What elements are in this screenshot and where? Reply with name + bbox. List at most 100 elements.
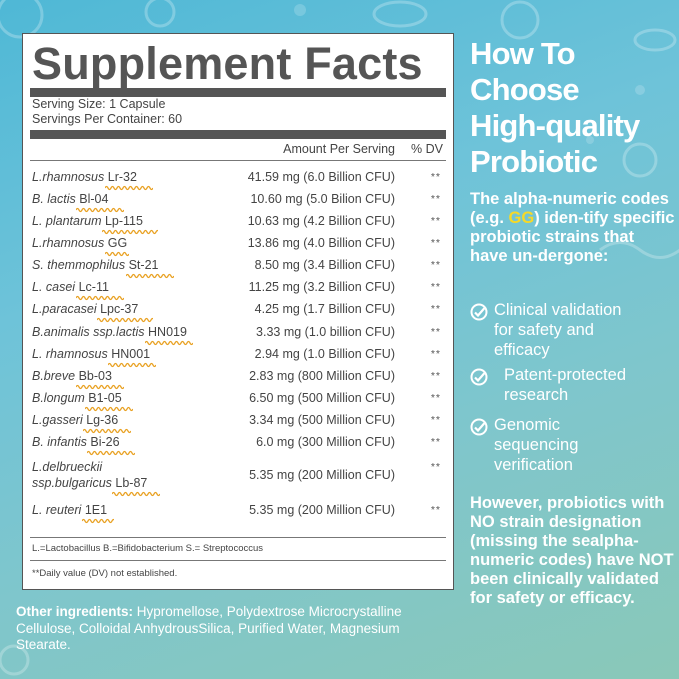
other-ingredients: Other ingredients: Hypromellose, Polydex… bbox=[16, 604, 456, 654]
species-name: L. reuteri bbox=[32, 503, 82, 517]
highlight-code: GG bbox=[508, 209, 535, 227]
species-name: L. casei bbox=[32, 280, 76, 294]
servings-per-container: Servings Per Container: 60 bbox=[32, 112, 183, 126]
sidebar-intro: The alpha-numeric codes (e.g. GG) iden-t… bbox=[470, 190, 675, 266]
amount-per-serving: 6.0 mg (300 Million CFU) bbox=[256, 435, 395, 449]
species-name: B. lactis bbox=[32, 192, 76, 206]
squiggle-underline bbox=[112, 491, 161, 497]
amount-per-serving: 3.33 mg (1.0 billion CFU) bbox=[256, 325, 395, 339]
daily-value: ** bbox=[430, 436, 441, 448]
daily-value: ** bbox=[430, 281, 441, 293]
daily-value: ** bbox=[430, 193, 441, 205]
strain-name: L.delbrueckii ssp.bulgaricus Lb-87 bbox=[32, 459, 161, 497]
strain-code-text: Bl-04 bbox=[79, 192, 109, 206]
squiggle-underline bbox=[108, 362, 157, 368]
squiggle-underline bbox=[75, 384, 124, 390]
strain-code: Lc-11 bbox=[75, 279, 124, 301]
squiggle-underline bbox=[125, 273, 174, 279]
check-text: sequencing bbox=[494, 436, 579, 454]
species-name: B.breve bbox=[32, 369, 76, 383]
strain-name: B. lactis Bl-04 bbox=[32, 191, 125, 213]
strain-code-text: Bi-26 bbox=[90, 435, 120, 449]
other-ingredients-label: Other ingredients: bbox=[16, 604, 134, 619]
species-name: S. themmophilus bbox=[32, 258, 126, 272]
thin-divider bbox=[30, 160, 446, 161]
daily-value: ** bbox=[430, 237, 441, 249]
sidebar: How To Choose High-quality Probiotic The… bbox=[470, 36, 675, 607]
strain-code: Bl-04 bbox=[76, 191, 125, 213]
thin-divider bbox=[30, 537, 446, 538]
strain-code-text: GG bbox=[107, 236, 128, 250]
strain-code-text: Bb-03 bbox=[78, 369, 112, 383]
squiggle-underline bbox=[75, 295, 124, 301]
check-text: efficacy bbox=[494, 341, 550, 359]
strain-code: Bi-26 bbox=[87, 434, 136, 456]
strain-code: HN019 bbox=[145, 324, 194, 346]
species-name: B.longum bbox=[32, 391, 85, 405]
strain-name: L. plantarum Lp-115 bbox=[32, 213, 158, 235]
squiggle-underline bbox=[81, 518, 114, 524]
strain-name: S. themmophilus St-21 bbox=[32, 257, 174, 279]
strain-name: B.animalis ssp.lactis HN019 bbox=[32, 324, 194, 346]
species-name: L.delbrueckii bbox=[32, 460, 103, 474]
strain-name: L. rhamnosus HN001 bbox=[32, 346, 157, 368]
amount-per-serving: 4.25 mg (1.7 Billion CFU) bbox=[254, 302, 395, 316]
squiggle-underline bbox=[104, 251, 129, 257]
strain-code-text: Lpc-37 bbox=[100, 302, 139, 316]
check-text: Patent-protected bbox=[504, 366, 626, 384]
sidebar-title-line: High-quality bbox=[470, 108, 640, 143]
strain-name: B.longum B1-05 bbox=[32, 390, 134, 412]
strain-code: 1E1 bbox=[81, 502, 114, 524]
check-circle-icon bbox=[470, 303, 488, 321]
strain-name: B.breve Bb-03 bbox=[32, 368, 124, 390]
species-name: L. plantarum bbox=[32, 214, 102, 228]
daily-value: ** bbox=[430, 303, 441, 315]
sidebar-conclusion: However, probiotics with NO strain desig… bbox=[470, 494, 674, 607]
daily-value: ** bbox=[430, 326, 441, 338]
squiggle-underline bbox=[145, 340, 194, 346]
squiggle-underline bbox=[97, 317, 154, 323]
intro-text: The alpha-numeric codes (e.g. bbox=[470, 190, 669, 227]
amount-per-serving: 2.94 mg (1.0 Billion CFU) bbox=[254, 347, 395, 361]
strain-code: Lr-32 bbox=[104, 169, 153, 191]
strain-code: Lg-36 bbox=[83, 412, 132, 434]
amount-per-serving: 10.60 mg (5.0 Bilion CFU) bbox=[250, 192, 395, 206]
amount-per-serving: 2.83 mg (800 Million CFU) bbox=[249, 369, 395, 383]
squiggle-underline bbox=[104, 185, 153, 191]
amount-per-serving: 8.50 mg (3.4 Billion CFU) bbox=[254, 258, 395, 272]
strain-code-text: Lr-32 bbox=[107, 170, 137, 184]
sidebar-title-line: Probiotic bbox=[470, 144, 598, 179]
species-name: L.gasseri bbox=[32, 413, 83, 427]
thick-divider bbox=[30, 130, 446, 139]
strain-code: Lb-87 bbox=[112, 475, 161, 497]
daily-value: ** bbox=[430, 370, 441, 382]
amount-per-serving: 6.50 mg (500 Million CFU) bbox=[249, 391, 395, 405]
check-text: research bbox=[504, 386, 569, 404]
supplement-facts-panel: Supplement Facts Serving Size: 1 Capsule… bbox=[22, 33, 454, 590]
check-text: verification bbox=[494, 456, 573, 474]
strain-code-text: Lc-11 bbox=[78, 280, 109, 294]
squiggle-underline bbox=[87, 450, 136, 456]
strain-name: L.rhamnosus GG bbox=[32, 235, 129, 257]
species-name: B. infantis bbox=[32, 435, 87, 449]
daily-value: ** bbox=[430, 215, 441, 227]
strain-code-text: HN001 bbox=[111, 347, 151, 361]
strain-code: Lp-115 bbox=[101, 213, 158, 235]
sidebar-title: How To Choose High-quality Probiotic bbox=[470, 36, 675, 180]
dv-footnote: **Daily value (DV) not established. bbox=[32, 568, 178, 579]
daily-value: ** bbox=[430, 171, 441, 183]
squiggle-underline bbox=[85, 406, 134, 412]
strain-code: St-21 bbox=[125, 257, 174, 279]
amount-per-serving: 5.35 mg (200 Million CFU) bbox=[249, 503, 395, 517]
species-name: L.rhamnosus bbox=[32, 170, 105, 184]
strain-name: L. casei Lc-11 bbox=[32, 279, 124, 301]
abbreviations-legend: L.=Lactobacillus B.=Bifidobacterium S.= … bbox=[32, 543, 264, 554]
panel-title: Supplement Facts bbox=[32, 38, 423, 89]
strain-code-text: Lp-115 bbox=[104, 214, 143, 228]
species-name: B.animalis ssp.lactis bbox=[32, 325, 145, 339]
amount-header: Amount Per Serving bbox=[283, 142, 395, 156]
strain-name: B. infantis Bi-26 bbox=[32, 434, 136, 456]
strain-code-text: St-21 bbox=[128, 258, 159, 272]
strain-name: L.gasseri Lg-36 bbox=[32, 412, 132, 434]
species-name: L.paracasei bbox=[32, 302, 97, 316]
